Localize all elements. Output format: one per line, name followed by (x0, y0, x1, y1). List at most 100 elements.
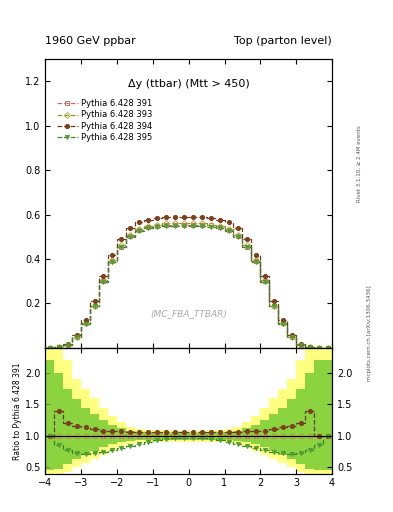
Pythia 6.428 391 (235, 232, 240, 239)
Pythia 6.428 394 (191, 214, 195, 220)
Pythia 6.428 395 (155, 224, 160, 230)
Pythia 6.428 391 (218, 224, 222, 230)
Pythia 6.428 394 (263, 272, 267, 279)
Pythia 6.428 391 (119, 244, 124, 250)
Legend: Pythia 6.428 391, Pythia 6.428 393, Pythia 6.428 394, Pythia 6.428 395: Pythia 6.428 391, Pythia 6.428 393, Pyth… (55, 98, 154, 143)
Pythia 6.428 395 (307, 344, 312, 350)
Pythia 6.428 394 (253, 251, 258, 258)
Pythia 6.428 394 (155, 215, 160, 221)
Pythia 6.428 395 (101, 279, 106, 285)
Pythia 6.428 393 (218, 223, 222, 229)
Pythia 6.428 394 (281, 317, 285, 323)
Text: 1960 GeV ppbar: 1960 GeV ppbar (45, 36, 136, 46)
Pythia 6.428 393 (191, 220, 195, 226)
Pythia 6.428 391 (83, 321, 88, 327)
Pythia 6.428 394 (209, 215, 213, 221)
Pythia 6.428 394 (289, 332, 294, 338)
Pythia 6.428 395 (83, 321, 88, 327)
Pythia 6.428 391 (281, 321, 285, 327)
Pythia 6.428 395 (56, 344, 61, 350)
Pythia 6.428 393 (200, 220, 204, 226)
Pythia 6.428 391 (128, 232, 133, 239)
Pythia 6.428 391 (182, 222, 187, 228)
Pythia 6.428 395 (65, 342, 70, 348)
Pythia 6.428 391 (244, 244, 249, 250)
Pythia 6.428 395 (74, 334, 79, 340)
Pythia 6.428 395 (137, 228, 142, 234)
Pythia 6.428 393 (74, 334, 79, 340)
Pythia 6.428 391 (263, 278, 267, 284)
Pythia 6.428 393 (155, 222, 160, 228)
Pythia 6.428 391 (56, 344, 61, 350)
Pythia 6.428 395 (281, 321, 285, 327)
Pythia 6.428 395 (209, 224, 213, 230)
Text: Top (parton level): Top (parton level) (234, 36, 332, 46)
Pythia 6.428 393 (263, 277, 267, 283)
Pythia 6.428 394 (272, 298, 276, 304)
Pythia 6.428 394 (137, 219, 142, 225)
Pythia 6.428 394 (316, 345, 321, 351)
Pythia 6.428 394 (307, 344, 312, 350)
Pythia 6.428 391 (101, 278, 106, 284)
Pythia 6.428 395 (164, 223, 169, 229)
Pythia 6.428 394 (92, 298, 97, 304)
Pythia 6.428 391 (92, 303, 97, 309)
Text: mcplots.cern.ch [arXiv:1306.3436]: mcplots.cern.ch [arXiv:1306.3436] (367, 285, 372, 380)
Pythia 6.428 394 (101, 272, 106, 279)
Line: Pythia 6.428 395: Pythia 6.428 395 (48, 224, 330, 350)
Pythia 6.428 395 (110, 259, 115, 265)
Pythia 6.428 394 (200, 214, 204, 220)
Pythia 6.428 395 (272, 303, 276, 309)
Pythia 6.428 394 (74, 332, 79, 338)
Pythia 6.428 394 (146, 217, 151, 223)
Pythia 6.428 391 (272, 303, 276, 309)
Pythia 6.428 395 (325, 345, 330, 351)
Pythia 6.428 391 (316, 345, 321, 351)
Pythia 6.428 395 (263, 279, 267, 285)
Text: Δy (ttbar) (Mtt > 450): Δy (ttbar) (Mtt > 450) (128, 79, 250, 89)
Pythia 6.428 393 (92, 303, 97, 309)
Pythia 6.428 395 (173, 223, 178, 229)
Pythia 6.428 391 (74, 334, 79, 340)
Pythia 6.428 395 (128, 233, 133, 240)
Pythia 6.428 393 (307, 344, 312, 350)
Line: Pythia 6.428 393: Pythia 6.428 393 (48, 221, 330, 350)
Pythia 6.428 393 (173, 220, 178, 226)
Pythia 6.428 393 (182, 220, 187, 226)
Pythia 6.428 394 (119, 236, 124, 242)
Pythia 6.428 394 (110, 251, 115, 258)
Pythia 6.428 393 (65, 342, 70, 348)
Pythia 6.428 393 (137, 226, 142, 232)
Pythia 6.428 394 (218, 217, 222, 223)
Pythia 6.428 395 (218, 225, 222, 231)
Pythia 6.428 395 (235, 233, 240, 240)
Pythia 6.428 395 (92, 303, 97, 309)
Line: Pythia 6.428 391: Pythia 6.428 391 (48, 222, 330, 350)
Pythia 6.428 393 (244, 242, 249, 248)
Pythia 6.428 393 (110, 257, 115, 263)
Pythia 6.428 391 (307, 344, 312, 350)
Pythia 6.428 393 (316, 345, 321, 351)
Pythia 6.428 395 (119, 244, 124, 250)
Pythia 6.428 394 (298, 341, 303, 347)
Pythia 6.428 395 (146, 225, 151, 231)
Pythia 6.428 393 (47, 345, 52, 351)
Pythia 6.428 391 (155, 223, 160, 229)
Pythia 6.428 391 (65, 342, 70, 348)
Pythia 6.428 394 (227, 219, 231, 225)
Pythia 6.428 395 (47, 345, 52, 351)
Pythia 6.428 393 (227, 226, 231, 232)
Pythia 6.428 394 (325, 345, 330, 351)
Pythia 6.428 393 (56, 344, 61, 350)
Line: Pythia 6.428 394: Pythia 6.428 394 (48, 215, 330, 350)
Pythia 6.428 395 (227, 228, 231, 234)
Pythia 6.428 394 (47, 345, 52, 351)
Text: (MC_FBA_TTBAR): (MC_FBA_TTBAR) (150, 309, 227, 318)
Pythia 6.428 394 (235, 225, 240, 231)
Pythia 6.428 391 (146, 224, 151, 230)
Pythia 6.428 393 (209, 222, 213, 228)
Pythia 6.428 394 (244, 236, 249, 242)
Pythia 6.428 395 (200, 223, 204, 229)
Pythia 6.428 391 (191, 222, 195, 228)
Pythia 6.428 393 (235, 231, 240, 238)
